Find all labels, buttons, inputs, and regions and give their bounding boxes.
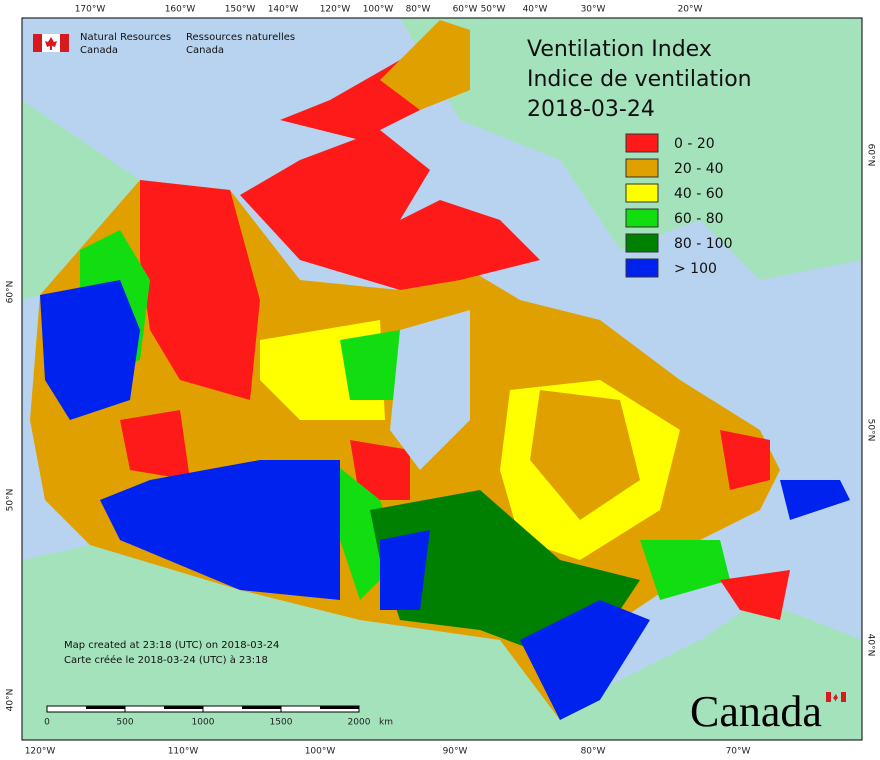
legend-label: 40 - 60	[674, 186, 724, 202]
graticule-labels: 170°W 160°W 150°W 140°W 120°W 100°W 80°W 60°W 50…	[6, 5, 876, 757]
zone	[780, 480, 850, 520]
zone	[140, 180, 260, 400]
zone	[720, 570, 790, 620]
flag-bar	[826, 692, 831, 702]
flag-bar	[60, 34, 69, 52]
scale-segment	[320, 706, 359, 709]
note: Map created at 23:18 (UTC) on 2018-03-24	[64, 640, 279, 651]
longitude-label: 40°W	[523, 5, 548, 15]
agency-en: Canada	[80, 45, 118, 56]
longitude-label: 100°W	[305, 747, 336, 757]
longitude-label: 160°W	[165, 5, 196, 15]
legend-swatch	[625, 233, 659, 253]
zone	[240, 130, 540, 290]
longitude-label: 120°W	[320, 5, 351, 15]
longitude-label: 70°W	[726, 747, 751, 757]
longitude-label: 90°W	[443, 747, 468, 757]
longitude-label: 80°W	[406, 5, 431, 15]
wordmark: Canada	[690, 687, 846, 736]
latitude-label: 40°N	[866, 634, 876, 657]
legend-swatch	[625, 208, 659, 228]
scale-label: 2000	[348, 718, 371, 728]
scale-bar: 0 500 1000 1500 2000 km	[44, 705, 393, 728]
title: 2018-03-24	[527, 97, 655, 122]
latitude-label: 50°N	[866, 419, 876, 442]
nrcan-logo: Natural Resources Canada Ressources natu…	[33, 32, 295, 56]
zone	[380, 20, 470, 110]
longitude-label: 100°W	[363, 5, 394, 15]
zone	[340, 330, 410, 400]
scale-segment	[164, 706, 203, 709]
zone	[380, 530, 430, 610]
title: Ventilation Index	[527, 37, 712, 62]
zone	[530, 390, 640, 520]
wordmark-text: Canada	[690, 687, 822, 736]
legend-swatch	[625, 183, 659, 203]
alaska	[22, 100, 140, 300]
scale-unit: km	[379, 718, 393, 728]
legend-swatch	[625, 158, 659, 178]
legend-label: > 100	[674, 261, 717, 277]
map-frame	[21, 17, 863, 741]
latitude-label: 50°N	[6, 489, 16, 512]
usa	[22, 545, 862, 740]
zone	[350, 440, 410, 500]
zone	[520, 600, 650, 720]
latitude-label: 40°N	[6, 689, 16, 712]
legend-swatch	[625, 133, 659, 153]
legend-label: 80 - 100	[674, 236, 733, 252]
longitude-label: 20°W	[678, 5, 703, 15]
title: Indice de ventilation	[527, 67, 752, 92]
scale-label: 1000	[192, 718, 215, 728]
legend-label: 60 - 80	[674, 211, 724, 227]
legend-label: 0 - 20	[674, 136, 715, 152]
longitude-label: 170°W	[75, 5, 106, 15]
scale-segment	[86, 706, 125, 709]
longitude-label: 110°W	[168, 747, 199, 757]
agency-fr: Ressources naturelles	[186, 32, 295, 43]
maple-leaf	[45, 37, 57, 50]
zone	[720, 430, 770, 490]
flag-bar	[841, 692, 846, 702]
maple-leaf	[833, 694, 838, 701]
legend: 0 - 20 20 - 40 40 - 60 60 - 80 80 - 100 > 100	[625, 133, 733, 278]
scale-label: 500	[116, 718, 133, 728]
agency-en: Natural Resources	[80, 32, 171, 43]
note: Carte créée le 2018-03-24 (UTC) à 23:18	[64, 654, 268, 666]
zone	[640, 540, 730, 600]
scale-label: 1500	[270, 718, 293, 728]
map	[21, 17, 863, 741]
scale-label: 0	[44, 718, 50, 728]
flag-bar	[33, 34, 42, 52]
longitude-label: 50°W	[481, 5, 506, 15]
scale-segment	[242, 706, 281, 709]
zone	[120, 410, 190, 480]
longitude-label: 80°W	[581, 747, 606, 757]
zone	[100, 460, 340, 600]
longitude-label: 150°W	[225, 5, 256, 15]
legend-label: 20 - 40	[674, 161, 724, 177]
longitude-label: 60°W	[453, 5, 478, 15]
agency-fr: Canada	[186, 45, 224, 56]
latitude-label: 60°N	[866, 144, 876, 167]
longitude-label: 140°W	[268, 5, 299, 15]
hudson-bay	[390, 310, 470, 470]
latitude-label: 60°N	[6, 281, 16, 304]
longitude-label: 120°W	[25, 747, 56, 757]
longitude-label: 30°W	[581, 5, 606, 15]
legend-swatch	[625, 258, 659, 278]
zone	[40, 280, 140, 420]
